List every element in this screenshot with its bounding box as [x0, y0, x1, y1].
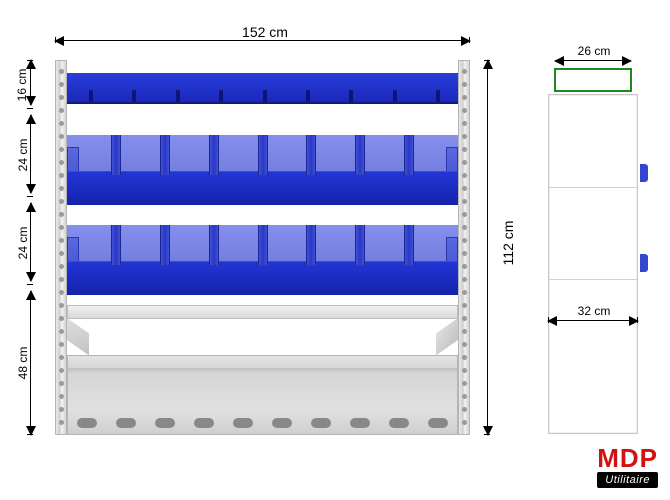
base-slot-row: [68, 414, 457, 428]
side-tab-2: [640, 254, 648, 272]
dim-width: [55, 40, 470, 41]
brace-left: [67, 318, 89, 355]
top-shelf: [67, 73, 458, 104]
front-view: [55, 60, 470, 435]
brand-logo: MDP Utilitaire: [597, 447, 658, 488]
dim-row3: [30, 203, 31, 281]
brace-right: [436, 318, 458, 355]
side-body: [548, 94, 638, 434]
dim-height-label: 112 cm: [500, 213, 516, 273]
dim-row4: [30, 291, 31, 435]
dim-side-top-label: 26 cm: [570, 44, 618, 58]
dim-row2-label: 24 cm: [16, 130, 30, 180]
mid-shelf: [67, 305, 458, 319]
dim-row1: [30, 60, 31, 105]
dim-side-body: [548, 320, 638, 321]
dim-row3-label: 24 cm: [16, 218, 30, 268]
brand-name: MDP: [597, 447, 658, 470]
brand-subtitle: Utilitaire: [597, 472, 658, 488]
base-panel: [67, 355, 458, 435]
dim-width-label: 152 cm: [230, 24, 300, 40]
bin-row-2: [67, 225, 458, 295]
dim-side-body-label: 32 cm: [570, 304, 618, 318]
dim-row2: [30, 115, 31, 193]
side-top-frame: [554, 68, 632, 92]
upright-left: [55, 60, 67, 435]
upright-right: [458, 60, 470, 435]
dim-height: [487, 60, 488, 435]
bin-row-1: [67, 135, 458, 205]
dim-row1-label: 16 cm: [15, 63, 29, 107]
side-tab-1: [640, 164, 648, 182]
side-view: [548, 94, 642, 434]
dim-row4-label: 48 cm: [16, 338, 30, 388]
dim-side-top: [555, 60, 631, 61]
